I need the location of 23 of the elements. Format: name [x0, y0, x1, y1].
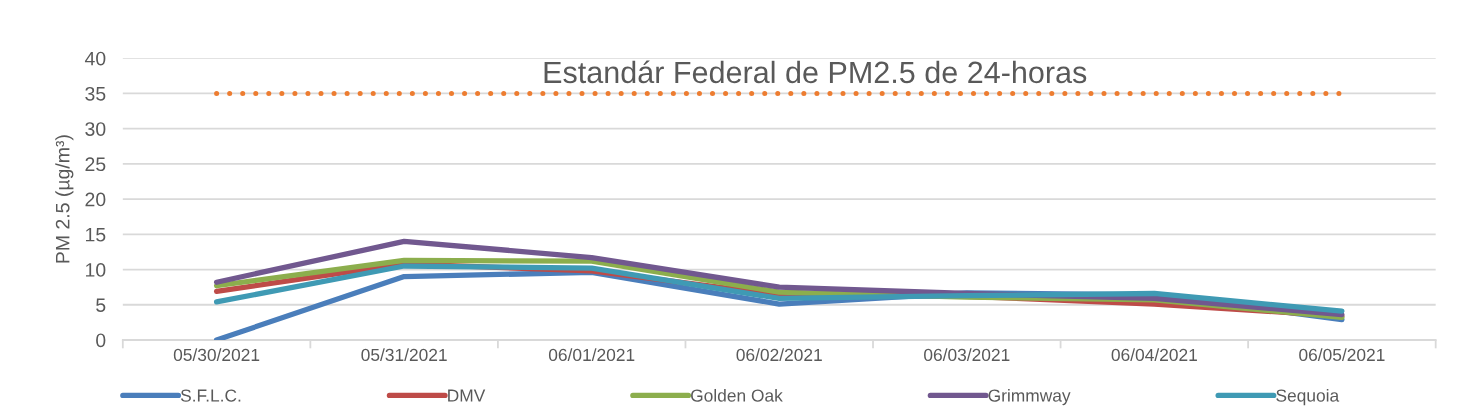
x-tick-label: 06/01/2021: [548, 348, 635, 362]
x-tick-label: 05/30/2021: [173, 348, 260, 362]
y-tick-label: 30: [85, 122, 106, 136]
x-tick-label: 05/31/2021: [361, 348, 447, 362]
x-tick-label: 06/03/2021: [924, 348, 1010, 362]
y-tick-label: 40: [84, 51, 106, 66]
legend-label: Sequoia: [1276, 388, 1340, 406]
x-tick-label: 06/05/2021: [1299, 348, 1385, 362]
legend-label: DMV: [448, 389, 486, 402]
y-tick-label: 5: [96, 298, 106, 312]
legend-label: Golden Oak: [691, 388, 783, 402]
legend-label: Grimmway: [988, 388, 1071, 406]
x-tick-label: 06/04/2021: [1111, 348, 1197, 362]
y-tick-label: 0: [96, 333, 106, 348]
y-tick-label: 25: [85, 157, 106, 172]
legend-label: S.F.L.C.: [180, 389, 241, 402]
y-tick-label: 20: [85, 192, 106, 207]
y-axis-title: PM 2.5 (µg/m³): [55, 135, 74, 263]
y-tick-label: 10: [86, 263, 106, 277]
x-tick-label: 06/02/2021: [736, 348, 822, 362]
ref-line-label: Estandár Federal de PM2.5 de 24-horas: [544, 60, 1087, 84]
y-tick-label: 15: [86, 227, 106, 242]
y-tick-label: 35: [85, 86, 106, 101]
